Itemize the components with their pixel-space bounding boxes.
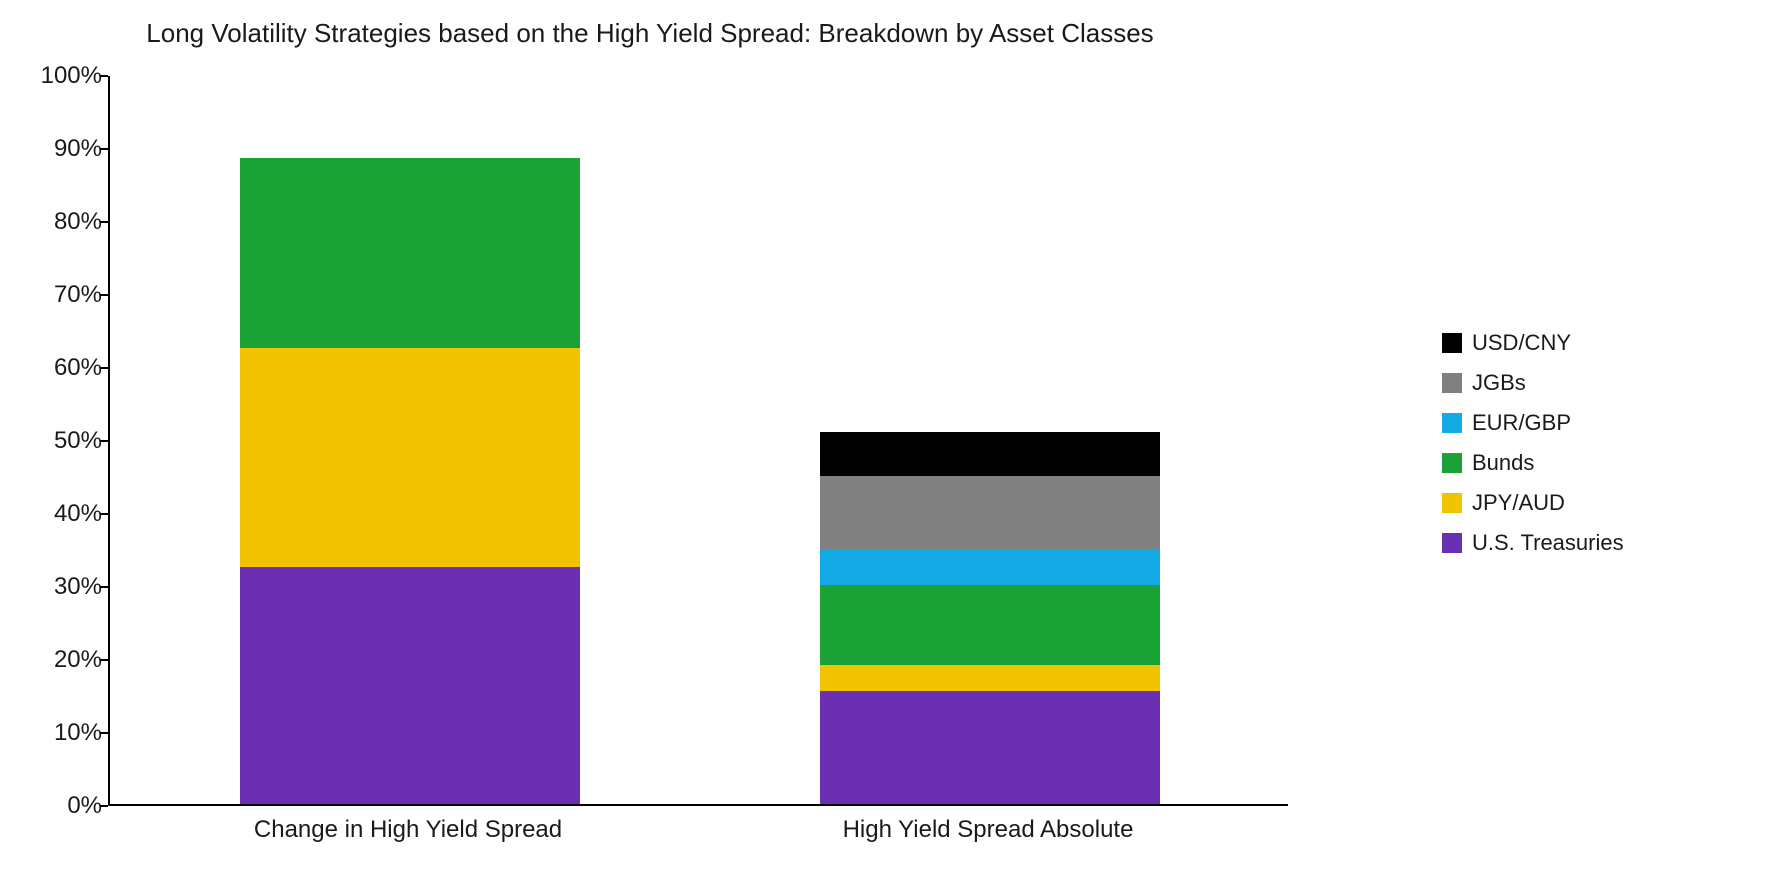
y-axis-tick-label: 70% [12,281,102,309]
legend-label: USD/CNY [1472,330,1571,356]
x-axis-category-label: High Yield Spread Absolute [788,816,1188,844]
legend-swatch [1442,453,1462,473]
legend-item: JPY/AUD [1442,490,1662,516]
y-axis-tick-mark [100,659,108,661]
y-axis-tick-mark [100,732,108,734]
y-axis-tick-label: 60% [12,354,102,382]
y-axis-tick-label: 0% [12,792,102,820]
y-axis-tick-label: 30% [12,573,102,601]
y-axis-tick-mark [100,586,108,588]
y-axis-tick-label: 100% [12,62,102,90]
chart-title: Long Volatility Strategies based on the … [0,18,1300,49]
bar-segment [820,691,1160,804]
plot-area [108,76,1288,806]
legend-item: USD/CNY [1442,330,1662,356]
y-axis-tick-label: 90% [12,135,102,163]
chart-root: Long Volatility Strategies based on the … [0,0,1772,886]
y-axis-tick-mark [100,148,108,150]
y-axis-tick-mark [100,367,108,369]
legend-swatch [1442,373,1462,393]
y-axis-tick-mark [100,75,108,77]
y-axis-tick-label: 20% [12,646,102,674]
legend: USD/CNY JGBs EUR/GBP Bunds JPY/AUD U.S. Treas… [1442,330,1662,570]
legend-label: Bunds [1472,450,1534,476]
y-axis-tick-mark [100,294,108,296]
y-axis-tick-mark [100,440,108,442]
legend-swatch [1442,533,1462,553]
bar-segment [820,585,1160,665]
bar-segment [820,476,1160,549]
legend-label: EUR/GBP [1472,410,1571,436]
legend-swatch [1442,333,1462,353]
bar-segment [820,665,1160,691]
y-axis-tick-mark [100,221,108,223]
legend-label: JGBs [1472,370,1526,396]
legend-swatch [1442,413,1462,433]
y-axis-tick-mark [100,513,108,515]
y-axis-tick-label: 80% [12,208,102,236]
legend-item: U.S. Treasuries [1442,530,1662,556]
y-axis-tick-label: 40% [12,500,102,528]
bar-segment [820,549,1160,586]
bar-segment [240,158,580,348]
legend-swatch [1442,493,1462,513]
legend-item: JGBs [1442,370,1662,396]
y-axis-tick-mark [100,805,108,807]
y-axis-tick-label: 10% [12,719,102,747]
legend-item: EUR/GBP [1442,410,1662,436]
bar-segment [240,348,580,567]
legend-label: JPY/AUD [1472,490,1565,516]
legend-item: Bunds [1442,450,1662,476]
x-axis-category-label: Change in High Yield Spread [208,816,608,844]
bar-segment [820,432,1160,476]
legend-label: U.S. Treasuries [1472,530,1624,556]
y-axis-tick-label: 50% [12,427,102,455]
bar-segment [240,567,580,804]
